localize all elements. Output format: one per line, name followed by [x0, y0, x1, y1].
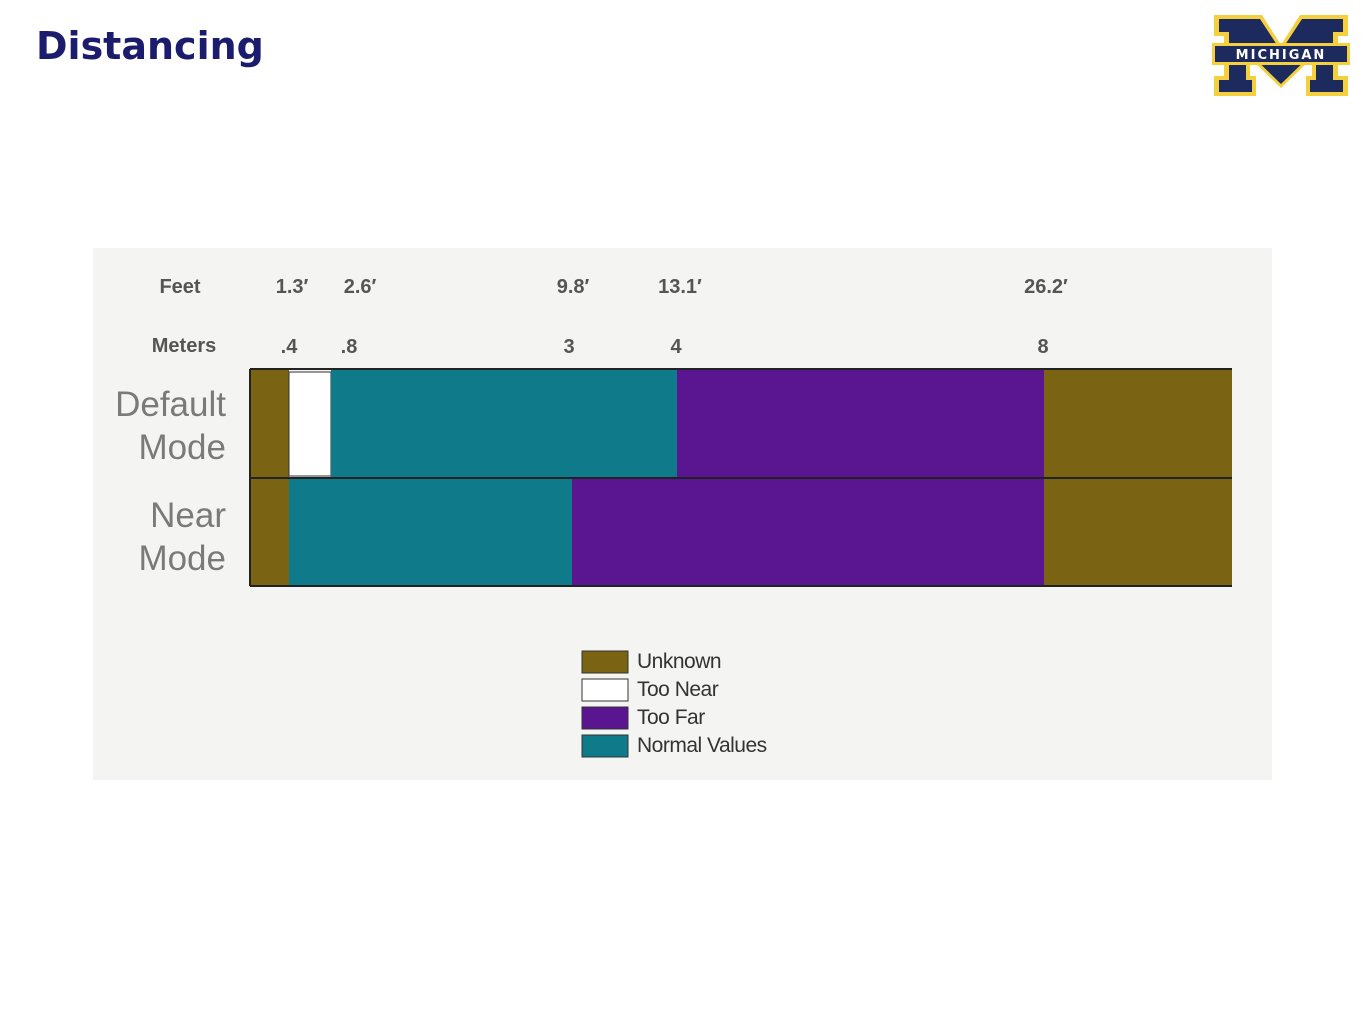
segment-too-far — [572, 479, 1044, 585]
feet-label: 1.3′ — [275, 276, 309, 298]
legend-label: Unknown — [637, 650, 722, 673]
legend-swatch — [581, 650, 629, 674]
legend-label: Too Far — [637, 706, 705, 729]
row-header: Meters — [151, 335, 217, 357]
segment-normal — [289, 479, 572, 585]
bar-default — [250, 370, 1232, 477]
segment-normal — [331, 370, 677, 477]
row-label: Default Mode — [115, 385, 226, 467]
bar-near — [250, 479, 1232, 585]
segment-too-far — [677, 370, 1044, 477]
row-header: Feet — [159, 276, 201, 298]
legend-swatch — [581, 706, 629, 730]
feet-label: 9.8′ — [556, 276, 590, 298]
segment-unknown — [250, 479, 289, 585]
feet-label: 13.1′ — [658, 276, 702, 298]
segment-too-near — [288, 371, 332, 477]
logo: MICHIGAN — [1212, 15, 1350, 96]
meters-label: 8 — [1037, 336, 1049, 358]
row-label: Near Mode — [138, 496, 226, 578]
legend-swatch — [581, 678, 629, 702]
segment-unknown — [1044, 370, 1232, 477]
segment-unknown — [1044, 479, 1232, 585]
meters-label: .8 — [340, 336, 358, 358]
meters-label: 4 — [670, 336, 682, 358]
logo-text: MICHIGAN — [1236, 48, 1327, 63]
feet-label: 26.2′ — [1024, 276, 1068, 298]
meters-label: .4 — [280, 336, 298, 358]
legend-label: Normal Values — [637, 734, 767, 757]
legend-label: Too Near — [637, 678, 719, 701]
slide-title: Distancing — [36, 24, 264, 68]
legend-swatch — [581, 734, 629, 758]
feet-label: 2.6′ — [343, 276, 377, 298]
meters-label: 3 — [563, 336, 575, 358]
segment-unknown — [250, 370, 289, 477]
